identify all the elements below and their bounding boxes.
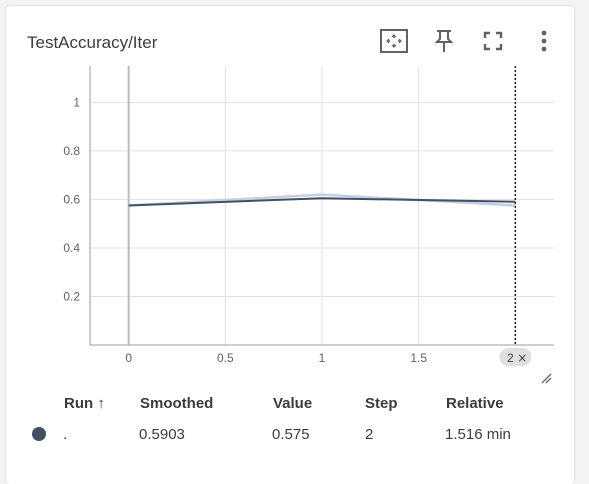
- column-header-run[interactable]: Run ↑: [64, 395, 105, 412]
- column-header-value[interactable]: Value: [273, 395, 312, 412]
- run-color-swatch: [32, 427, 46, 441]
- resize-handle-icon[interactable]: [540, 372, 552, 384]
- scalar-card: TestAccuracy/Iter 0 0.5 1 1.5 0.2 0.4 0.6 0.8 1 2…: [6, 6, 574, 484]
- row-step: 2: [365, 426, 373, 443]
- y-tick-label: 0.4: [63, 241, 80, 255]
- x-tick-label: 0: [125, 351, 132, 365]
- y-tick-label: 0.2: [63, 289, 80, 303]
- column-header-relative[interactable]: Relative: [446, 395, 504, 412]
- row-smoothed-value: 0.5903: [139, 426, 185, 443]
- column-header-step[interactable]: Step: [365, 395, 398, 412]
- x-tick-label: 1.5: [410, 351, 427, 365]
- y-tick-label: 1: [73, 95, 80, 109]
- row-run: .: [63, 426, 67, 443]
- x-tick-label: 1: [319, 351, 326, 365]
- line-chart[interactable]: 0 0.5 1 1.5 0.2 0.4 0.6 0.8 1 2 ×: [6, 6, 574, 386]
- x-tick-label: 0.5: [217, 351, 234, 365]
- y-tick-label: 0.6: [63, 192, 80, 206]
- y-tick-label: 0.8: [63, 144, 80, 158]
- hover-x-label: 2: [507, 351, 514, 365]
- row-value: 0.575: [272, 426, 310, 443]
- row-relative-time: 1.516 min: [445, 426, 511, 443]
- hover-close-icon: ×: [517, 351, 527, 365]
- column-header-smoothed[interactable]: Smoothed: [140, 395, 213, 412]
